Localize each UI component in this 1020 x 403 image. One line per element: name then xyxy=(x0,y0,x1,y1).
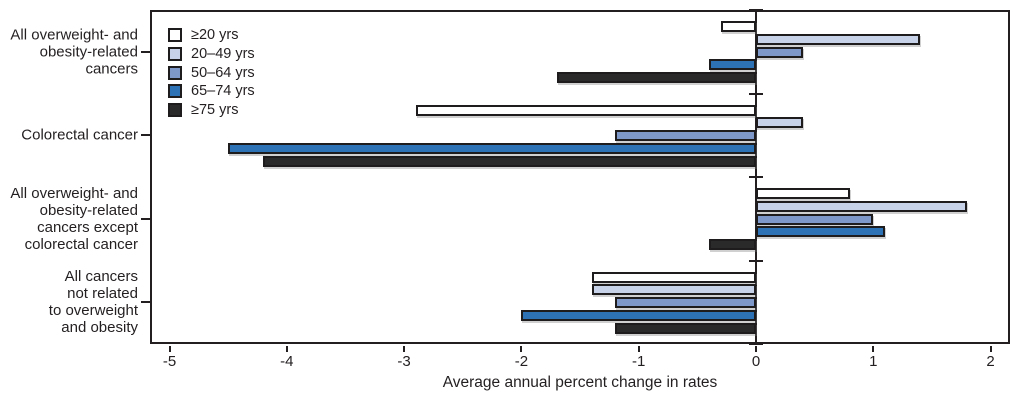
bar-≥20-yrs-group3 xyxy=(756,188,850,199)
legend-label: 50–64 yrs xyxy=(191,64,255,81)
bar-50–64-yrs-group2 xyxy=(615,130,756,142)
bar-20–49-yrs-group2 xyxy=(756,117,803,129)
category-label-line: cancers xyxy=(85,60,138,78)
x-axis-title: Average annual percent change in rates xyxy=(442,374,718,391)
category-label: Colorectal cancer xyxy=(0,127,138,144)
category-label: All cancers not related to overweight and o… xyxy=(0,268,138,336)
legend-label: 20–49 yrs xyxy=(191,46,255,63)
bar-≥20-yrs-group1 xyxy=(720,21,756,32)
category-label-line: and obesity xyxy=(61,319,138,337)
y-axis-tick xyxy=(141,217,150,220)
legend-swatch-icon xyxy=(168,103,182,118)
category-label-line: obesity-related xyxy=(39,201,138,219)
x-axis-tick-label: -1 xyxy=(632,353,646,370)
bar-20–49-yrs-group4 xyxy=(591,284,756,296)
legend-item: ≥20 yrs xyxy=(168,26,255,45)
legend-swatch-icon xyxy=(168,47,182,62)
x-axis-tick xyxy=(872,346,875,352)
category-label-line: Colorectal cancer xyxy=(21,126,138,144)
legend-swatch-icon xyxy=(168,84,182,99)
x-axis-tick xyxy=(637,346,640,352)
legend-item: 50–64 yrs xyxy=(168,63,255,82)
x-axis-tick xyxy=(285,346,288,352)
legend-item: ≥75 yrs xyxy=(168,101,255,120)
x-axis-tick xyxy=(403,346,406,352)
legend-item: 65–74 yrs xyxy=(168,82,255,101)
bar-≥20-yrs-group4 xyxy=(591,271,756,283)
legend-label: 65–74 yrs xyxy=(191,83,255,100)
x-axis-tick xyxy=(755,346,757,352)
bar-65–74-yrs-group1 xyxy=(709,59,756,71)
x-axis-tick xyxy=(168,346,171,352)
x-axis-tick-label: 2 xyxy=(986,353,995,370)
category-label-line: All cancers xyxy=(64,268,138,286)
bar-≥75-yrs-group1 xyxy=(556,72,756,84)
category-label-line: cancers except xyxy=(37,218,138,236)
x-axis-tick-label: -2 xyxy=(514,353,529,370)
bar-50–64-yrs-group1 xyxy=(756,46,803,58)
bar-≥75-yrs-group4 xyxy=(615,322,756,334)
category-label: All overweight- and obesity-related cancer… xyxy=(0,26,138,77)
bar-≥75-yrs-group2 xyxy=(263,155,756,167)
bar-50–64-yrs-group3 xyxy=(756,213,874,225)
category-label-line: not related xyxy=(67,285,138,303)
zero-line-group-boundary-tick xyxy=(749,9,763,11)
x-axis-tick-label: -5 xyxy=(162,353,177,370)
x-axis-tick xyxy=(520,346,523,352)
x-axis-tick-label: 0 xyxy=(751,353,761,370)
zero-line-group-boundary-tick xyxy=(749,343,763,345)
bar-20–49-yrs-group3 xyxy=(756,200,968,212)
category-label-line: colorectal cancer xyxy=(24,235,138,253)
legend-item: 20–49 yrs xyxy=(168,45,255,64)
legend-label: ≥75 yrs xyxy=(191,102,239,119)
category-label-line: All overweight- and xyxy=(10,26,138,44)
bar-50–64-yrs-group4 xyxy=(615,297,756,309)
legend-label: ≥20 yrs xyxy=(191,27,239,44)
category-label-line: to overweight xyxy=(48,302,138,320)
category-label-line: All overweight- and xyxy=(10,184,138,202)
category-label: All overweight- and obesity-related cancer… xyxy=(0,185,138,253)
x-axis-tick-label: -4 xyxy=(280,353,294,370)
x-axis-tick-label: -3 xyxy=(397,353,411,370)
legend: ≥20 yrs 20–49 yrs 50–64 yrs 65–74 yrs ≥75 yr… xyxy=(168,26,255,119)
bar-20–49-yrs-group1 xyxy=(756,33,921,45)
bar-65–74-yrs-group3 xyxy=(756,226,886,238)
y-axis-tick xyxy=(141,50,150,53)
zero-line-group-boundary-tick xyxy=(749,176,763,178)
category-label-line: obesity-related xyxy=(39,43,138,61)
y-axis-tick xyxy=(141,134,150,137)
zero-line-group-boundary-tick xyxy=(749,259,763,262)
bar-≥75-yrs-group3 xyxy=(709,239,756,251)
zero-line-group-boundary-tick xyxy=(749,92,763,95)
legend-swatch-icon xyxy=(168,28,182,43)
x-axis-tick xyxy=(989,346,992,352)
bar-65–74-yrs-group4 xyxy=(521,309,756,321)
legend-swatch-icon xyxy=(168,65,182,80)
bar-65–74-yrs-group2 xyxy=(228,142,756,154)
y-axis-tick xyxy=(141,301,150,304)
plot-area xyxy=(150,10,1010,344)
bar-≥20-yrs-group2 xyxy=(415,104,756,116)
x-axis-tick-label: 1 xyxy=(869,353,878,370)
